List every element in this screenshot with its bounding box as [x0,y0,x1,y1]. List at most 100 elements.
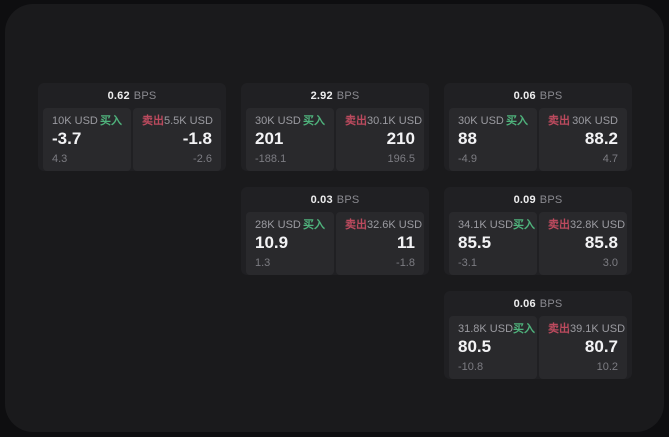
card-header: 0.06 BPS [444,83,632,108]
buy-tag: 买入 [303,219,325,231]
sell-delta: 196.5 [387,153,415,165]
quote-card: 0.09 BPS 34.1K USD 买入 85.5 -3.1 卖出 32.8K… [444,187,632,275]
buy-tag: 买入 [303,115,325,127]
sell-price: 85.8 [584,233,618,252]
buy-price: 88 [458,129,477,148]
bps-value: 0.62 [107,89,130,102]
buy-price: 80.5 [458,337,492,356]
buy-price: 201 [255,129,284,148]
card-header: 0.03 BPS [241,187,429,212]
sell-tag: 卖出 [142,115,164,127]
buy-price: 10.9 [255,233,289,252]
bps-value: 0.06 [513,297,536,310]
buy-panel[interactable]: 34.1K USD 买入 85.5 -3.1 [449,212,537,275]
card-body: 31.8K USD 买入 80.5 -10.8 卖出 39.1K USD 80.… [444,316,632,379]
card-header: 0.06 BPS [444,291,632,316]
quote-card: 0.03 BPS 28K USD 买入 10.9 1.3 卖出 32.6K US… [241,187,429,275]
app-surface: 0.62 BPS 10K USD 买入 -3.7 4.3 卖出 5.5K USD… [5,4,664,432]
bps-value: 0.03 [310,193,333,206]
sell-price: 88.2 [584,129,618,148]
bps-unit-label: BPS [539,193,563,206]
buy-panel[interactable]: 30K USD 买入 88 -4.9 [449,108,537,171]
buy-amount: 31.8K USD [458,323,514,335]
buy-price: 85.5 [458,233,492,252]
bps-unit-label: BPS [539,89,563,102]
buy-panel[interactable]: 31.8K USD 买入 80.5 -10.8 [449,316,537,379]
card-body: 34.1K USD 买入 85.5 -3.1 卖出 32.8K USD 85.8… [444,212,632,275]
sell-tag: 卖出 [345,219,367,231]
bps-value: 0.06 [513,89,536,102]
buy-tag: 买入 [506,115,528,127]
sell-delta: -2.6 [193,153,212,165]
sell-panel-header: 卖出 39.1K USD [548,323,625,336]
buy-panel[interactable]: 10K USD 买入 -3.7 4.3 [43,108,131,171]
card-header: 2.92 BPS [241,83,429,108]
buy-amount: 30K USD [458,115,504,127]
sell-panel[interactable]: 卖出 30K USD 88.2 4.7 [539,108,627,171]
sell-amount: 5.5K USD [164,115,213,127]
sell-price: 210 [386,129,415,148]
bps-unit-label: BPS [133,89,157,102]
sell-amount: 30K USD [572,115,618,127]
sell-delta: -1.8 [396,257,415,269]
buy-amount: 28K USD [255,219,301,231]
card-body: 28K USD 买入 10.9 1.3 卖出 32.6K USD 11 -1.8 [241,212,429,275]
buy-delta: 1.3 [255,257,271,269]
card-body: 30K USD 买入 88 -4.9 卖出 30K USD 88.2 4.7 [444,108,632,171]
sell-amount: 32.8K USD [570,219,626,231]
card-body: 10K USD 买入 -3.7 4.3 卖出 5.5K USD -1.8 -2.… [38,108,226,171]
quote-card: 0.06 BPS 31.8K USD 买入 80.5 -10.8 卖出 39.1… [444,291,632,379]
buy-panel[interactable]: 30K USD 买入 201 -188.1 [246,108,334,171]
card-header: 0.09 BPS [444,187,632,212]
buy-panel-header: 31.8K USD 买入 [458,323,535,336]
sell-amount: 39.1K USD [570,323,626,335]
sell-tag: 卖出 [345,115,367,127]
sell-delta: 3.0 [602,257,618,269]
buy-tag: 买入 [100,115,122,127]
bps-unit-label: BPS [336,89,360,102]
quote-card: 2.92 BPS 30K USD 买入 201 -188.1 卖出 30.1K … [241,83,429,171]
sell-tag: 卖出 [548,115,570,127]
buy-panel[interactable]: 28K USD 买入 10.9 1.3 [246,212,334,275]
card-header: 0.62 BPS [38,83,226,108]
sell-delta: 10.2 [596,361,618,373]
buy-amount: 10K USD [52,115,98,127]
sell-panel[interactable]: 卖出 30.1K USD 210 196.5 [336,108,424,171]
sell-panel[interactable]: 卖出 32.8K USD 85.8 3.0 [539,212,627,275]
sell-tag: 卖出 [548,219,570,231]
sell-delta: 4.7 [602,153,618,165]
buy-amount: 30K USD [255,115,301,127]
quote-card: 0.62 BPS 10K USD 买入 -3.7 4.3 卖出 5.5K USD… [38,83,226,171]
buy-price: -3.7 [52,129,82,148]
sell-price: 80.7 [584,337,618,356]
bps-value: 2.92 [310,89,333,102]
buy-panel-header: 30K USD 买入 [458,115,528,128]
sell-panel[interactable]: 卖出 39.1K USD 80.7 10.2 [539,316,627,379]
sell-panel[interactable]: 卖出 32.6K USD 11 -1.8 [336,212,424,275]
bps-unit-label: BPS [539,297,563,310]
buy-delta: -10.8 [458,361,484,373]
sell-panel-header: 卖出 30.1K USD [345,115,422,128]
buy-panel-header: 10K USD 买入 [52,115,122,128]
bps-unit-label: BPS [336,193,360,206]
sell-amount: 32.6K USD [367,219,423,231]
sell-amount: 30.1K USD [367,115,423,127]
buy-tag: 买入 [513,323,536,335]
sell-price: 11 [397,233,415,252]
sell-panel-header: 卖出 32.8K USD [548,219,625,232]
sell-panel[interactable]: 卖出 5.5K USD -1.8 -2.6 [133,108,221,171]
buy-tag: 买入 [513,219,536,231]
buy-panel-header: 34.1K USD 买入 [458,219,535,232]
buy-panel-header: 28K USD 买入 [255,219,325,232]
sell-panel-header: 卖出 32.6K USD [345,219,422,232]
buy-delta: -4.9 [458,153,477,165]
buy-delta: -3.1 [458,257,477,269]
card-body: 30K USD 买入 201 -188.1 卖出 30.1K USD 210 1… [241,108,429,171]
buy-delta: -188.1 [255,153,287,165]
quote-card: 0.06 BPS 30K USD 买入 88 -4.9 卖出 30K USD 8… [444,83,632,171]
bps-value: 0.09 [513,193,536,206]
buy-panel-header: 30K USD 买入 [255,115,325,128]
sell-tag: 卖出 [548,323,570,335]
buy-amount: 34.1K USD [458,219,514,231]
buy-delta: 4.3 [52,153,68,165]
